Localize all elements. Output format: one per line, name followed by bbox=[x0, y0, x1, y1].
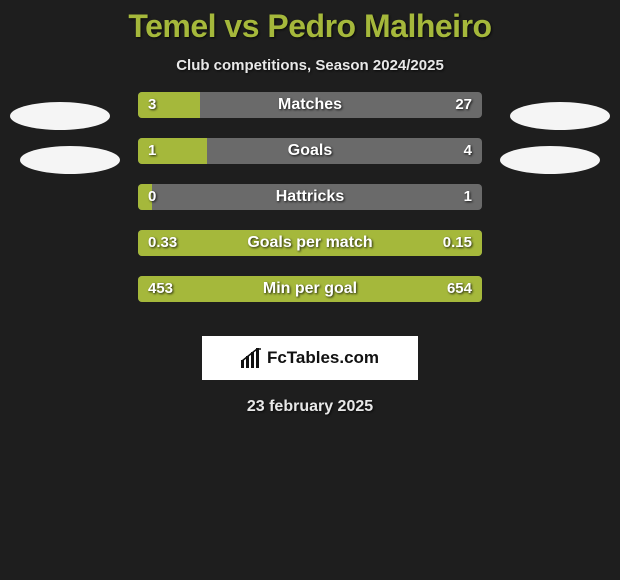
bar-label: Min per goal bbox=[138, 276, 482, 302]
player2-avatar-head bbox=[510, 102, 610, 130]
bar-row: 0.330.15Goals per match bbox=[138, 230, 482, 256]
snapshot-date: 23 february 2025 bbox=[0, 398, 620, 416]
page-title: Temel vs Pedro Malheiro bbox=[0, 0, 620, 45]
bars-container: 327Matches 14Goals 01Hattricks 0.330.15Goal… bbox=[138, 92, 482, 322]
bar-row: 327Matches bbox=[138, 92, 482, 118]
player1-avatar-head bbox=[10, 102, 110, 130]
bar-label: Goals per match bbox=[138, 230, 482, 256]
bar-label: Hattricks bbox=[138, 184, 482, 210]
bar-label: Goals bbox=[138, 138, 482, 164]
bar-row: 14Goals bbox=[138, 138, 482, 164]
bar-row: 01Hattricks bbox=[138, 184, 482, 210]
brand-name: FcTables.com bbox=[267, 348, 379, 368]
player2-avatar-body bbox=[500, 146, 600, 174]
chart-icon bbox=[241, 348, 263, 368]
brand-logo-link[interactable]: FcTables.com bbox=[202, 336, 418, 380]
bar-label: Matches bbox=[138, 92, 482, 118]
page-subtitle: Club competitions, Season 2024/2025 bbox=[0, 57, 620, 74]
player1-avatar-body bbox=[20, 146, 120, 174]
bar-row: 453654Min per goal bbox=[138, 276, 482, 302]
